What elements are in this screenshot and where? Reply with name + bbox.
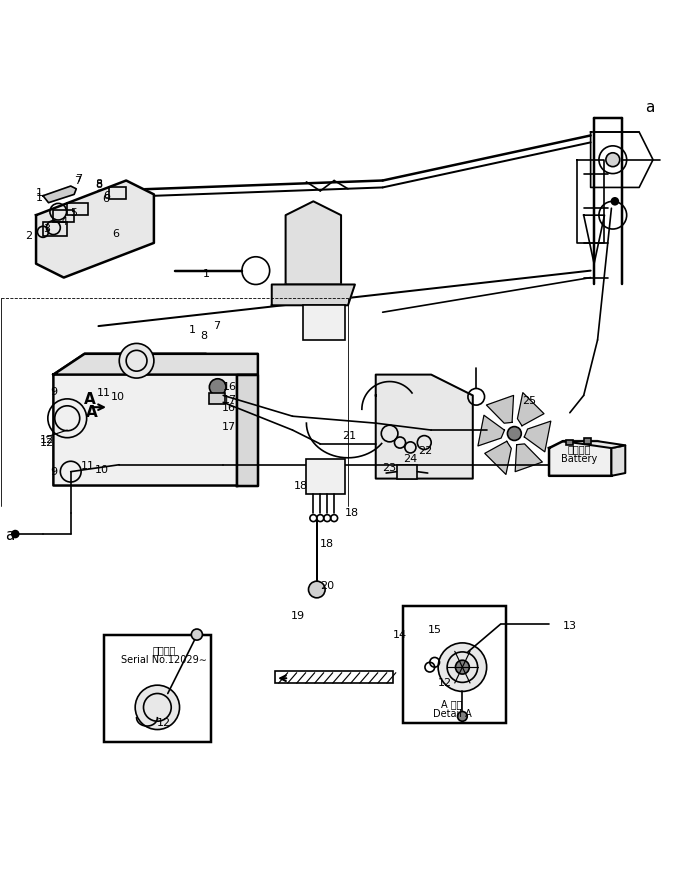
Bar: [43, 222, 68, 236]
Text: 20: 20: [320, 581, 334, 591]
Bar: [397, 465, 418, 479]
Polygon shape: [285, 201, 341, 285]
Text: 13: 13: [563, 621, 577, 630]
Polygon shape: [549, 441, 611, 475]
Text: 6: 6: [102, 194, 109, 205]
Text: 25: 25: [523, 396, 537, 406]
Bar: [303, 305, 345, 340]
Text: Detail A: Detail A: [433, 710, 471, 719]
Bar: [404, 607, 506, 723]
Text: Battery: Battery: [562, 454, 598, 464]
Circle shape: [308, 581, 325, 598]
Polygon shape: [36, 181, 154, 278]
Text: 1: 1: [189, 324, 196, 335]
Bar: [306, 459, 345, 494]
Text: A: A: [84, 392, 96, 407]
Text: 適用号機: 適用号機: [152, 646, 176, 656]
Text: 1: 1: [203, 269, 209, 279]
Circle shape: [12, 531, 19, 538]
Text: A: A: [86, 406, 97, 420]
Text: 9: 9: [50, 467, 57, 476]
Bar: [275, 670, 393, 683]
Text: 10: 10: [111, 392, 125, 402]
Text: a: a: [5, 528, 15, 543]
Text: A 詳細: A 詳細: [441, 699, 463, 709]
Text: 24: 24: [403, 454, 418, 464]
Text: 9: 9: [50, 387, 57, 397]
Polygon shape: [487, 395, 514, 423]
Circle shape: [507, 427, 521, 440]
Text: a: a: [645, 101, 654, 115]
Polygon shape: [517, 392, 544, 426]
Polygon shape: [54, 354, 237, 486]
Text: 7: 7: [75, 174, 83, 184]
Polygon shape: [54, 354, 258, 375]
Text: 23: 23: [383, 463, 397, 473]
Bar: [209, 392, 225, 404]
Text: Serial No.12029∼: Serial No.12029∼: [121, 656, 207, 665]
Text: 15: 15: [427, 625, 442, 635]
Bar: [109, 187, 126, 199]
Circle shape: [457, 711, 467, 721]
Text: 2: 2: [26, 231, 33, 241]
Text: 19: 19: [291, 611, 305, 621]
Text: 21: 21: [342, 431, 356, 440]
Text: 4: 4: [61, 217, 68, 227]
Text: 7: 7: [213, 321, 220, 331]
Text: 8: 8: [95, 179, 102, 189]
Text: バッテリ: バッテリ: [568, 445, 592, 454]
Bar: [68, 203, 88, 215]
Circle shape: [135, 685, 180, 730]
Text: 14: 14: [393, 629, 407, 640]
Text: 16: 16: [222, 403, 236, 413]
Circle shape: [438, 643, 487, 691]
Text: 1: 1: [36, 188, 43, 198]
Text: 12: 12: [40, 438, 54, 447]
Circle shape: [209, 378, 226, 395]
Polygon shape: [611, 446, 625, 475]
Circle shape: [611, 198, 618, 205]
Text: 1: 1: [36, 193, 43, 203]
Text: 18: 18: [294, 481, 308, 490]
Text: 17: 17: [222, 421, 236, 432]
Text: 3: 3: [43, 224, 50, 234]
Circle shape: [191, 629, 203, 640]
Text: 8: 8: [200, 331, 207, 342]
Text: 12: 12: [438, 678, 452, 688]
Text: 12: 12: [40, 435, 54, 446]
Text: 8: 8: [95, 180, 102, 191]
Text: 18: 18: [345, 509, 358, 518]
Circle shape: [606, 153, 619, 167]
Polygon shape: [515, 444, 542, 472]
Polygon shape: [271, 285, 355, 305]
Polygon shape: [376, 375, 473, 479]
Polygon shape: [485, 441, 512, 475]
Bar: [567, 440, 574, 446]
Text: 5: 5: [71, 208, 78, 218]
Text: 6: 6: [103, 191, 110, 201]
Bar: [584, 439, 591, 444]
Polygon shape: [43, 186, 77, 203]
Text: 12: 12: [157, 718, 171, 728]
Bar: [104, 635, 212, 742]
Text: 10: 10: [95, 465, 109, 475]
Text: 18: 18: [320, 539, 334, 550]
Circle shape: [455, 660, 469, 674]
Text: 22: 22: [418, 446, 433, 456]
Text: 11: 11: [81, 461, 95, 471]
Polygon shape: [237, 375, 258, 486]
Text: 16: 16: [223, 382, 237, 392]
Text: 6: 6: [112, 229, 119, 239]
Bar: [54, 210, 74, 222]
Circle shape: [119, 343, 154, 378]
Text: 11: 11: [97, 388, 111, 399]
Polygon shape: [563, 441, 625, 448]
Polygon shape: [478, 415, 505, 446]
Polygon shape: [524, 421, 551, 452]
Text: 7: 7: [74, 176, 81, 185]
Text: 17: 17: [223, 394, 237, 405]
